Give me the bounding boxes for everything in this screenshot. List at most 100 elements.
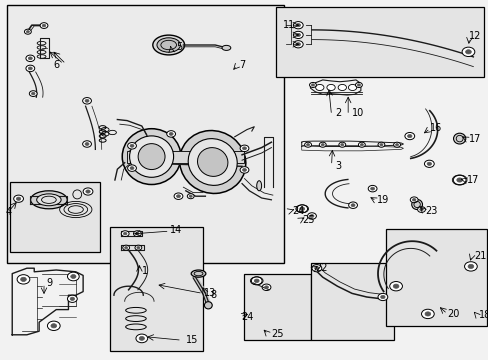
Circle shape [424,160,433,167]
Circle shape [380,295,384,299]
Circle shape [122,245,129,250]
Circle shape [299,207,304,211]
Ellipse shape [204,302,212,309]
Circle shape [311,265,321,272]
Circle shape [135,232,139,235]
Circle shape [85,99,89,102]
Bar [276,7,483,77]
Circle shape [424,312,430,316]
Circle shape [85,143,89,145]
Circle shape [187,194,194,199]
Circle shape [307,213,316,219]
Circle shape [47,321,60,330]
Circle shape [467,264,473,269]
Text: 22: 22 [315,263,327,273]
Ellipse shape [191,270,205,277]
Circle shape [123,232,127,235]
Ellipse shape [411,199,422,210]
Text: 8: 8 [210,290,216,300]
Circle shape [26,65,35,72]
Circle shape [130,144,134,147]
Text: 12: 12 [468,31,481,41]
Circle shape [407,134,411,138]
Circle shape [296,23,300,27]
Circle shape [14,195,23,202]
Circle shape [251,277,262,285]
Circle shape [393,142,400,147]
Circle shape [51,324,57,328]
Circle shape [296,33,300,37]
Circle shape [242,168,246,171]
Ellipse shape [138,144,164,170]
Circle shape [296,205,307,213]
Text: 21: 21 [473,251,486,261]
Circle shape [139,337,144,340]
Circle shape [461,47,474,57]
Ellipse shape [37,194,61,206]
Text: 17: 17 [466,175,478,185]
Ellipse shape [129,136,173,177]
Circle shape [136,334,147,343]
Text: 14: 14 [170,225,182,235]
Ellipse shape [256,181,261,191]
Ellipse shape [188,139,237,185]
Circle shape [419,208,423,211]
Circle shape [338,142,345,147]
Ellipse shape [222,45,230,50]
Circle shape [340,144,343,146]
Circle shape [464,262,476,271]
Circle shape [404,132,414,140]
Text: 5: 5 [176,42,182,52]
Circle shape [350,204,354,207]
Circle shape [176,195,180,198]
Circle shape [427,162,430,165]
Circle shape [296,42,300,46]
Text: 25: 25 [271,329,284,339]
Circle shape [28,67,32,70]
Circle shape [240,145,248,152]
Circle shape [70,297,74,300]
Text: 11: 11 [282,20,294,30]
Circle shape [135,245,142,250]
Circle shape [121,231,129,237]
Circle shape [389,282,402,291]
Circle shape [26,31,29,33]
Bar [127,151,244,163]
Bar [7,5,283,263]
Text: 13: 13 [204,288,216,298]
Circle shape [83,188,93,195]
Text: 7: 7 [239,60,245,70]
Circle shape [358,142,365,147]
Text: 15: 15 [185,335,198,345]
Text: 4: 4 [6,207,12,217]
Text: 23: 23 [425,206,437,216]
Circle shape [355,82,362,87]
Text: 24: 24 [292,206,304,216]
Circle shape [17,275,30,284]
Circle shape [395,144,398,146]
Circle shape [377,142,384,147]
Circle shape [42,24,46,27]
Ellipse shape [315,85,323,91]
Ellipse shape [122,129,181,185]
Circle shape [367,185,376,192]
Circle shape [174,193,183,199]
Circle shape [85,190,90,193]
Circle shape [456,178,462,182]
Circle shape [370,187,374,190]
Circle shape [264,286,268,289]
Ellipse shape [197,148,227,176]
Bar [386,229,486,326]
Bar [310,263,393,340]
Circle shape [169,132,173,135]
Circle shape [309,215,313,217]
Ellipse shape [326,85,335,91]
Ellipse shape [30,191,67,209]
Circle shape [71,275,76,278]
Text: 2: 2 [334,108,341,118]
Circle shape [319,142,325,147]
Ellipse shape [338,85,346,91]
Text: 25: 25 [302,215,314,225]
Circle shape [31,92,35,95]
Circle shape [409,197,417,203]
